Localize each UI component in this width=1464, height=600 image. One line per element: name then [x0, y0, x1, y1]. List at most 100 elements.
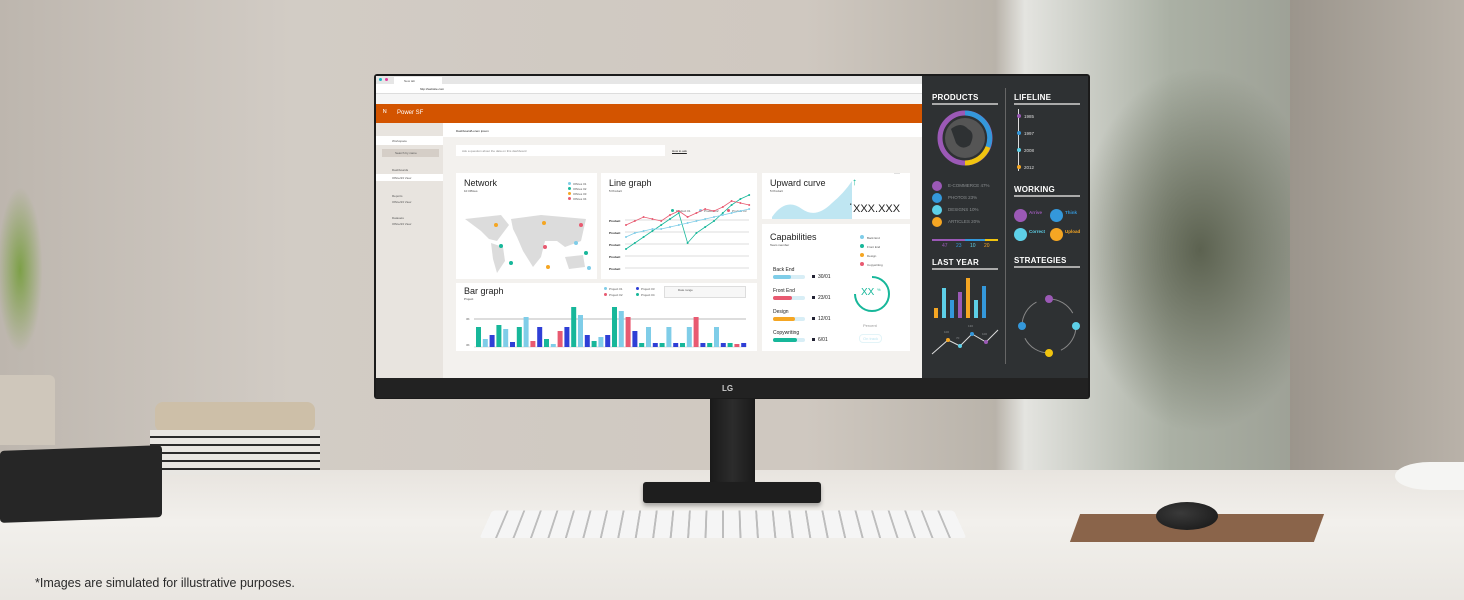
- bar: [720, 343, 726, 347]
- office-marker: [587, 266, 591, 270]
- sidebar-subitem[interactable]: Office/23 View: [392, 200, 412, 204]
- sidebar-search[interactable]: Search by name: [382, 149, 439, 157]
- bar: [476, 327, 481, 347]
- product-value: 20: [984, 243, 990, 249]
- capability-date: 12/01: [818, 316, 831, 322]
- line-point: [704, 226, 707, 228]
- line-point: [721, 212, 724, 214]
- line-point: [721, 214, 724, 216]
- bar: [523, 317, 529, 347]
- gauge-label: Percent: [863, 323, 877, 328]
- ask-input[interactable]: Ask a question about the data on this da…: [456, 145, 665, 156]
- bar: [612, 307, 617, 347]
- bar: [489, 335, 495, 347]
- legend-label: Offices 02: [573, 187, 587, 191]
- card-subtitle: Team member: [770, 243, 790, 247]
- product-value: 10: [970, 243, 976, 249]
- keyboard: [479, 510, 967, 539]
- book-stack: [155, 402, 315, 432]
- office-marker: [584, 251, 588, 255]
- card-subtitle: Project: [464, 297, 474, 301]
- card-title: Upward curve: [770, 178, 826, 188]
- monitor-base: [643, 482, 821, 503]
- monitor-stand: [710, 398, 755, 486]
- address-bar[interactable]: http://website.com: [376, 84, 922, 94]
- bookmarks-bar: [376, 94, 922, 104]
- browser-screen: New tab http://website.com ᴺ Power SF Wo…: [376, 76, 922, 378]
- line-point: [730, 204, 733, 206]
- working-icon: [1014, 209, 1027, 222]
- capability-date: 23/01: [818, 295, 831, 301]
- sidebar-subitem[interactable]: Office/23 View: [392, 222, 412, 226]
- capability-progress: [773, 338, 805, 342]
- plant-pot: [0, 375, 55, 445]
- legend-swatch: [699, 209, 702, 212]
- working-label: Correct: [1029, 229, 1046, 234]
- timeline-year: 1997: [1024, 131, 1035, 136]
- legend-swatch: [604, 293, 607, 296]
- product-icon: [932, 181, 942, 191]
- app-name: Power SF: [397, 110, 424, 116]
- line-point: [739, 210, 742, 212]
- bar: [510, 342, 515, 347]
- bar: [666, 327, 672, 347]
- line-point: [633, 220, 636, 222]
- point-label: 70: [956, 336, 960, 340]
- window-dot[interactable]: [379, 78, 382, 81]
- line-point: [748, 194, 751, 196]
- tab-bar: New tab: [376, 76, 922, 84]
- app-logo-icon: ᴺ: [383, 108, 387, 117]
- book-stack: [150, 430, 320, 475]
- working-label: Arrive: [1029, 210, 1043, 215]
- bar: [544, 339, 549, 347]
- bar: [618, 311, 624, 347]
- legend-label: Front End: [867, 244, 881, 249]
- window-wall: [1290, 0, 1464, 470]
- currency: £: [850, 202, 852, 206]
- legend-label: Product 01: [676, 209, 691, 213]
- bar: [942, 288, 946, 318]
- y-label: Product: [609, 267, 621, 271]
- line-point: [660, 224, 663, 226]
- sidebar-item-reports[interactable]: Reports: [392, 194, 403, 198]
- plate: [1395, 462, 1464, 490]
- arrow-up-icon: ↑: [852, 177, 857, 188]
- tab-new[interactable]: New tab: [394, 77, 442, 84]
- bar: [707, 343, 713, 347]
- app-header: ᴺ Power SF: [376, 104, 922, 123]
- sidebar-item-dashboards[interactable]: Dashboards: [392, 168, 409, 172]
- world-map: [465, 215, 586, 273]
- legend-label: Project 02: [609, 293, 623, 297]
- working-icon: [1014, 228, 1027, 241]
- legend-swatch: [727, 209, 730, 212]
- last-year-charts: [931, 278, 999, 355]
- date-range-picker[interactable]: Date range: [664, 286, 746, 298]
- window-dot[interactable]: [385, 78, 388, 81]
- sidebar-workspace[interactable]: Workspace: [376, 136, 443, 145]
- legend-label: Project 03: [641, 287, 655, 291]
- line-point: [625, 224, 627, 226]
- capability-date: 6/01: [818, 337, 828, 343]
- working-label: Upload: [1065, 229, 1081, 234]
- legend-label: Design: [867, 253, 877, 258]
- bar: [700, 343, 706, 347]
- sidebar-subitem[interactable]: Office/23 View: [392, 176, 412, 180]
- plant: [0, 150, 60, 380]
- bar: [571, 307, 577, 347]
- bar: [625, 317, 631, 347]
- strategies-title: STRATEGIES: [1014, 256, 1067, 265]
- lifeline-title: LIFELINE: [1014, 93, 1052, 102]
- office-marker: [499, 244, 503, 248]
- bar: [564, 327, 570, 347]
- office-marker: [546, 265, 550, 269]
- product-value: 23: [956, 243, 962, 249]
- how-to-ask-link[interactable]: How to ask: [672, 149, 687, 153]
- more-icon[interactable]: ···: [894, 171, 900, 177]
- legend-swatch: [636, 293, 639, 296]
- legend-swatch: [860, 244, 864, 248]
- sidebar-item-datasets[interactable]: Datasets: [392, 216, 404, 220]
- bar: [934, 308, 938, 318]
- timeline-dot: [1016, 165, 1021, 169]
- legend-swatch: [604, 287, 607, 290]
- timeline-year: 2012: [1024, 165, 1035, 170]
